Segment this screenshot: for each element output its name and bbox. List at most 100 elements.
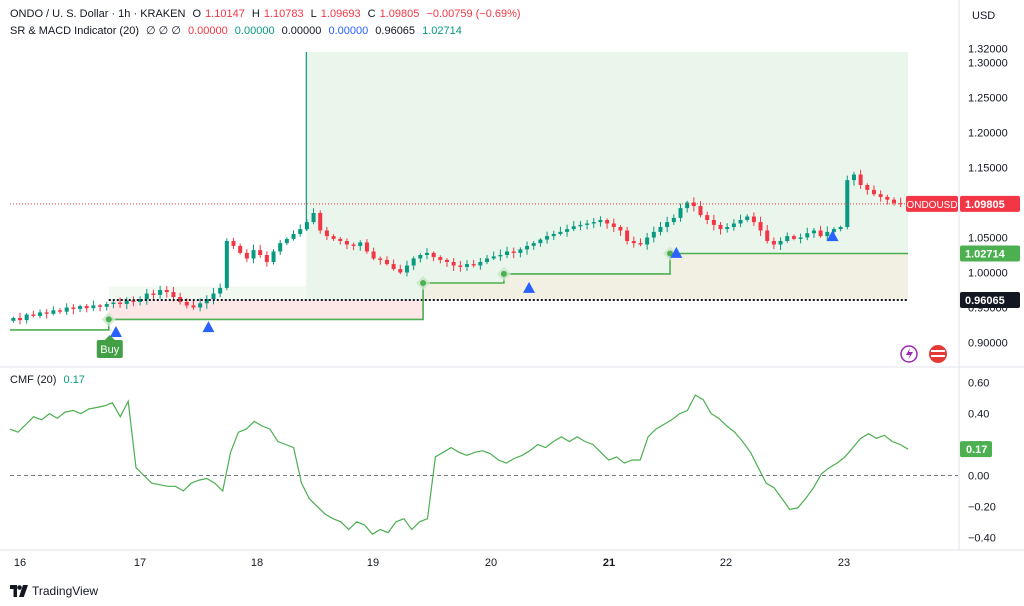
buy-signal-triangle <box>523 281 536 293</box>
candle-body <box>451 262 456 266</box>
last-price-badge: 1.09805 <box>965 199 1005 211</box>
candle-body <box>698 206 703 216</box>
candle-body <box>751 216 756 223</box>
candle-body <box>171 292 176 297</box>
buy-label: Buy <box>100 344 119 356</box>
candle-body <box>58 310 63 312</box>
price-tick-label: 1.05000 <box>968 233 1008 245</box>
candle-body <box>858 174 863 185</box>
sr-step-dot <box>667 250 674 257</box>
cmf-tick-label: −0.40 <box>968 532 996 544</box>
candle-body <box>718 224 723 230</box>
candle-body <box>878 194 883 197</box>
candle-body <box>885 196 890 200</box>
candle-body <box>424 252 429 255</box>
price-tick-label: 1.20000 <box>968 128 1008 140</box>
indicator-flags: ∅ ∅ ∅ <box>146 25 181 37</box>
candle-body <box>351 244 356 246</box>
candle-body <box>871 189 876 195</box>
candle-body <box>164 290 169 293</box>
candle-body <box>571 226 576 230</box>
candle-body <box>691 202 696 206</box>
candle-body <box>364 242 369 252</box>
candle-body <box>511 251 516 253</box>
support-badge: 0.96065 <box>965 295 1005 307</box>
sr-step-dot <box>420 280 427 286</box>
candle-body <box>238 245 243 253</box>
candle-body <box>391 264 396 269</box>
low-label: L <box>310 8 317 20</box>
candle-body <box>298 229 303 234</box>
candle-body <box>891 199 896 204</box>
candle-body <box>384 259 389 265</box>
candle-body <box>11 318 16 321</box>
candle-body <box>558 231 563 234</box>
time-tick-label: 19 <box>367 557 379 569</box>
tradingview-logo[interactable]: TradingView <box>10 584 98 598</box>
cmf-pane <box>9 394 958 535</box>
candle-body <box>685 202 690 209</box>
indicator-title[interactable]: SR & MACD Indicator (20) <box>10 25 139 37</box>
candle-body <box>284 238 289 244</box>
candle-body <box>551 234 556 237</box>
candle-body <box>665 222 670 227</box>
cmf-tick-label: 0.60 <box>968 378 989 390</box>
candle-body <box>598 220 603 223</box>
candle-body <box>331 236 336 239</box>
candle-body <box>491 256 496 259</box>
buy-signal-triangle <box>202 321 215 333</box>
low-value: 1.09693 <box>320 8 361 20</box>
candle-body <box>565 229 570 232</box>
candle-body <box>324 230 329 237</box>
time-tick-label: 21 <box>603 557 615 569</box>
cmf-badge: 0.17 <box>966 444 987 456</box>
candle-body <box>625 230 630 241</box>
flag-stripe <box>931 350 945 352</box>
candle-body <box>705 215 710 220</box>
cmf-title[interactable]: CMF (20) <box>10 374 57 386</box>
candle-body <box>24 314 29 321</box>
candle-body <box>51 310 56 314</box>
time-tick-label: 22 <box>720 557 732 569</box>
candle-body <box>91 305 96 309</box>
candle-body <box>618 227 623 231</box>
candle-body <box>118 302 123 304</box>
candle-body <box>658 227 663 232</box>
candle-body <box>318 213 323 231</box>
time-tick-label: 18 <box>251 557 263 569</box>
tradingview-icon <box>10 585 28 597</box>
candle-body <box>71 307 76 309</box>
candle-body <box>371 251 376 259</box>
candle-body <box>785 236 790 241</box>
candle-body <box>585 223 590 225</box>
candle-body <box>605 220 610 224</box>
candle-body <box>178 297 183 302</box>
candle-body <box>191 305 196 308</box>
candle-body <box>825 231 830 237</box>
candle-body <box>31 314 36 316</box>
alert-icon <box>900 345 918 363</box>
candle-body <box>438 257 443 260</box>
support-zone <box>108 300 424 320</box>
candle-body <box>444 259 449 262</box>
candle-body <box>725 227 730 230</box>
close-label: C <box>367 8 376 20</box>
candle-body <box>538 239 543 244</box>
buy-signal-triangle <box>826 230 839 242</box>
candle-body <box>44 312 49 314</box>
symbol-title[interactable]: ONDO / U. S. Dollar · 1h · KRAKEN <box>10 8 186 20</box>
candle-body <box>104 304 109 307</box>
indicator-value-2: 0.00000 <box>234 25 275 37</box>
currency-label[interactable]: USD <box>972 10 996 22</box>
candle-body <box>304 222 309 230</box>
high-label: H <box>251 8 260 20</box>
candle-body <box>811 230 816 234</box>
candle-body <box>204 299 209 304</box>
candle-body <box>791 236 796 239</box>
candle-body <box>271 251 276 262</box>
indicator-value-3: 0.00000 <box>281 25 322 37</box>
candle-body <box>344 241 349 245</box>
candle-body <box>745 216 750 220</box>
candle-body <box>485 258 490 262</box>
